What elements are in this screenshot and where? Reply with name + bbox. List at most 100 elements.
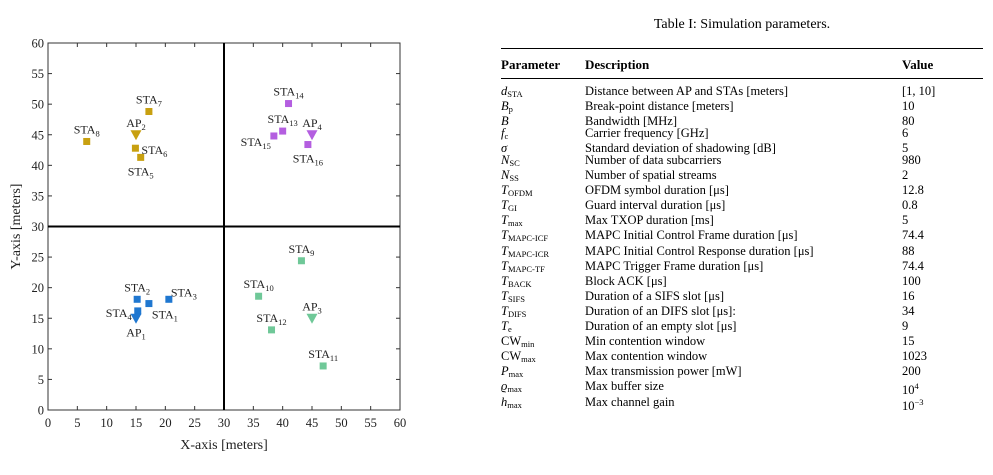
parameter-description: Guard interval duration [μs] bbox=[585, 198, 726, 213]
sta-label: STA11 bbox=[308, 347, 338, 363]
parameter-symbol: CWmax bbox=[501, 350, 585, 365]
symbol-base: B bbox=[501, 114, 509, 129]
deployment-scatter-plot: 0 5 10 15 20 25 30 35 40 45 50 55 60 0 5 10 15 20 25 30 35 40… bbox=[0, 0, 440, 475]
symbol-base: h bbox=[501, 394, 508, 409]
table-row: TOFDM OFDM symbol duration [μs] 12.8 bbox=[501, 184, 983, 199]
bss-series-2 bbox=[83, 108, 153, 161]
sta-marker bbox=[279, 127, 287, 135]
sta-label: STA2 bbox=[124, 280, 150, 296]
ap-label: AP4 bbox=[302, 116, 322, 132]
parameter-value: 5 bbox=[902, 142, 982, 155]
ap-marker bbox=[130, 130, 142, 141]
value-base: 1023 bbox=[902, 348, 927, 363]
parameter-value: 16 bbox=[902, 289, 982, 305]
x-tick-label: 20 bbox=[159, 416, 172, 430]
point-label-base: STA bbox=[244, 277, 266, 291]
table-row: TSIFS Duration of a SIFS slot [μs] 16 bbox=[501, 288, 983, 305]
table-row: CWmin Min contention window 15 bbox=[501, 335, 983, 350]
point-label-base: STA bbox=[74, 122, 96, 136]
parameter-symbol: Tmax bbox=[501, 214, 585, 229]
point-label-subscript: 4 bbox=[128, 312, 133, 322]
value-base: 10 bbox=[902, 398, 915, 413]
sta-label: STA6 bbox=[141, 143, 167, 159]
symbol-subscript: MAPC-TF bbox=[507, 263, 545, 274]
symbol-base: T bbox=[501, 288, 508, 303]
symbol-subscript: STA bbox=[507, 89, 523, 99]
symbol-base: d bbox=[501, 84, 508, 98]
point-label-base: STA bbox=[152, 308, 174, 322]
parameter-symbol: hmax bbox=[501, 396, 585, 412]
table-row: Te Duration of an empty slot [μs] 9 bbox=[501, 318, 983, 335]
symbol-subscript: SIFS bbox=[507, 293, 525, 304]
parameter-symbol: TMAPC-ICF bbox=[501, 229, 585, 244]
point-label-subscript: 5 bbox=[149, 170, 153, 180]
x-tick-label: 5 bbox=[74, 416, 80, 430]
parameter-description: Duration of an DIFS slot [μs]: bbox=[585, 303, 736, 318]
parameter-description: Max TXOP duration [ms] bbox=[585, 213, 714, 228]
value-base: 100 bbox=[902, 273, 921, 288]
x-tick-label: 25 bbox=[188, 416, 201, 430]
x-tick-label: 0 bbox=[45, 416, 51, 430]
parameter-description: MAPC Initial Control Response duration [… bbox=[585, 243, 814, 258]
point-label-subscript: 11 bbox=[330, 353, 338, 363]
table-row: Tmax Max TXOP duration [ms] 5 bbox=[501, 214, 983, 229]
symbol-subscript: SS bbox=[509, 173, 519, 184]
symbol-subscript: max bbox=[507, 218, 523, 229]
sta-label: STA16 bbox=[293, 152, 323, 168]
parameter-value: 12.8 bbox=[902, 184, 982, 199]
sta-label: STA12 bbox=[256, 311, 286, 327]
value-base: 0.8 bbox=[902, 198, 918, 213]
parameters-table: Parameter Description Value dSTA Distance… bbox=[501, 48, 983, 412]
value-base: 74.4 bbox=[902, 258, 924, 273]
symbol-subscript: max bbox=[521, 353, 536, 364]
parameter-description: OFDM symbol duration [μs] bbox=[585, 183, 729, 198]
table-header-rule bbox=[501, 78, 983, 79]
value-base: 980 bbox=[902, 153, 921, 168]
sta-marker bbox=[268, 326, 276, 334]
parameter-description: Standard deviation of shadowing [dB] bbox=[585, 141, 776, 156]
sta-label: STA9 bbox=[288, 242, 314, 258]
point-label-base: AP bbox=[302, 299, 318, 313]
parameter-value: 1023 bbox=[902, 350, 982, 365]
parameter-symbol: NSS bbox=[501, 169, 585, 184]
ap-label: AP2 bbox=[126, 116, 146, 132]
point-label-subscript: 2 bbox=[146, 286, 150, 296]
table-header-row: Parameter Description Value bbox=[501, 49, 983, 78]
symbol-base: T bbox=[501, 258, 508, 273]
parameter-symbol: NSC bbox=[501, 154, 585, 169]
y-tick-label: 55 bbox=[32, 67, 45, 81]
ap-marker bbox=[306, 313, 318, 324]
parameter-description: Carrier frequency [GHz] bbox=[585, 126, 709, 141]
ap-marker bbox=[130, 313, 142, 324]
symbol-base: T bbox=[501, 213, 508, 228]
y-tick-label: 60 bbox=[32, 37, 45, 51]
value-base: 80 bbox=[902, 114, 915, 129]
parameter-description: Max channel gain bbox=[585, 394, 675, 409]
sta-marker bbox=[133, 295, 141, 303]
table-body: dSTA Distance between AP and STAs [meters… bbox=[501, 79, 983, 413]
bss-series-3 bbox=[255, 257, 327, 370]
value-base: 10 bbox=[902, 382, 915, 397]
symbol-base: CW bbox=[501, 348, 522, 363]
parameter-symbol: TMAPC-TF bbox=[501, 258, 585, 275]
y-tick-label: 20 bbox=[32, 281, 45, 295]
symbol-subscript: GI bbox=[507, 203, 517, 214]
y-tick-label: 35 bbox=[32, 189, 45, 203]
x-tick-label: 60 bbox=[394, 416, 407, 430]
point-label-base: STA bbox=[141, 143, 163, 157]
y-tick-label: 0 bbox=[38, 404, 44, 418]
parameter-description: Number of spatial streams bbox=[585, 168, 717, 183]
point-label-subscript: 15 bbox=[262, 141, 271, 151]
point-label-base: STA bbox=[124, 280, 146, 294]
value-base: 9 bbox=[902, 318, 909, 333]
parameter-value: 0.8 bbox=[902, 199, 982, 214]
point-label-subscript: 9 bbox=[310, 248, 314, 258]
parameter-symbol: dSTA bbox=[501, 85, 585, 100]
table-row: CWmax Max contention window 1023 bbox=[501, 350, 983, 365]
parameter-description: Duration of a SIFS slot [μs] bbox=[585, 288, 724, 303]
sta-label: STA5 bbox=[128, 164, 154, 180]
sta-marker bbox=[145, 108, 153, 116]
point-label-subscript: 12 bbox=[278, 317, 287, 327]
symbol-subscript: p bbox=[508, 104, 513, 115]
symbol-base: f bbox=[501, 126, 505, 141]
